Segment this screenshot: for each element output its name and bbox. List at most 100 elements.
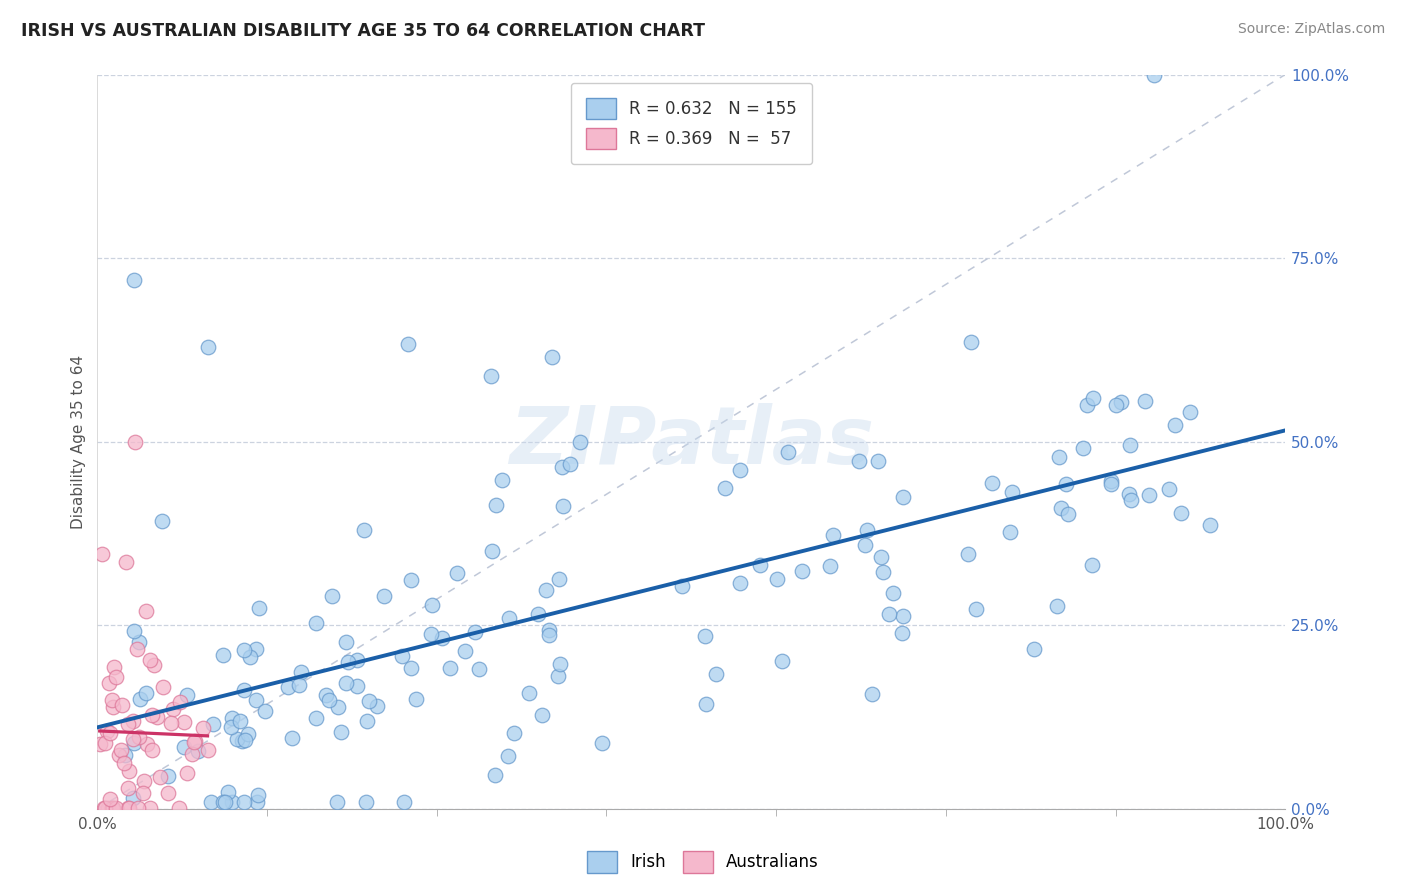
Point [245, 692, 267, 706]
Point [110, 698, 132, 712]
Point [548, 572, 571, 586]
Point [405, 692, 427, 706]
Point [1111, 395, 1133, 409]
Point [354, 795, 377, 809]
Point [117, 801, 139, 815]
Point [91, 547, 114, 561]
Point [149, 770, 172, 784]
Point [221, 711, 243, 725]
Point [468, 662, 491, 676]
Point [553, 500, 575, 514]
Point [330, 725, 353, 739]
Point [247, 788, 270, 802]
Point [232, 795, 254, 809]
Point [108, 747, 131, 762]
Point [202, 717, 225, 731]
Point [1081, 558, 1104, 573]
Point [104, 670, 127, 684]
Point [101, 801, 124, 815]
Point [197, 340, 219, 354]
Point [117, 780, 139, 795]
Point [491, 473, 513, 487]
Point [869, 550, 891, 565]
Point [439, 661, 461, 675]
Point [872, 565, 894, 579]
Point [359, 694, 381, 708]
Point [1046, 599, 1069, 613]
Point [139, 653, 162, 667]
Point [184, 734, 207, 748]
Point [236, 727, 259, 741]
Point [233, 682, 256, 697]
Point [117, 716, 139, 731]
Point [1164, 417, 1187, 432]
Point [101, 801, 124, 815]
Point [176, 688, 198, 702]
Point [693, 629, 716, 643]
Point [868, 453, 890, 467]
Point [1119, 438, 1142, 452]
Point [770, 654, 793, 668]
Point [211, 648, 233, 663]
Point [122, 714, 145, 728]
Point [122, 791, 145, 805]
Point [219, 720, 242, 734]
Point [103, 660, 125, 674]
Point [464, 624, 486, 639]
Point [1071, 441, 1094, 455]
Point [326, 795, 349, 809]
Point [135, 604, 157, 618]
Point [353, 523, 375, 537]
Legend: R = 0.632   N = 155, R = 0.369   N =  57: R = 0.632 N = 155, R = 0.369 N = 57 [571, 83, 811, 164]
Point [122, 273, 145, 287]
Point [143, 657, 166, 672]
Point [157, 785, 180, 799]
Point [498, 611, 520, 625]
Point [856, 523, 879, 537]
Point [1054, 477, 1077, 491]
Point [748, 558, 770, 573]
Point [548, 657, 571, 672]
Point [253, 704, 276, 718]
Point [391, 649, 413, 664]
Point [247, 601, 270, 615]
Point [1170, 506, 1192, 520]
Point [537, 623, 560, 637]
Point [217, 785, 239, 799]
Point [315, 688, 337, 702]
Point [193, 722, 215, 736]
Point [695, 697, 717, 711]
Point [122, 624, 145, 639]
Point [366, 698, 388, 713]
Point [290, 665, 312, 679]
Point [1199, 517, 1222, 532]
Point [173, 740, 195, 755]
Point [503, 726, 526, 740]
Point [538, 627, 561, 641]
Point [132, 786, 155, 800]
Point [1143, 68, 1166, 82]
Point [957, 547, 980, 561]
Point [481, 543, 503, 558]
Point [305, 615, 328, 630]
Point [176, 766, 198, 780]
Point [114, 747, 136, 762]
Point [132, 774, 155, 789]
Point [1057, 508, 1080, 522]
Point [221, 795, 243, 809]
Point [128, 731, 150, 745]
Point [146, 710, 169, 724]
Text: IRISH VS AUSTRALIAN DISABILITY AGE 35 TO 64 CORRELATION CHART: IRISH VS AUSTRALIAN DISABILITY AGE 35 TO… [21, 22, 704, 40]
Point [1022, 642, 1045, 657]
Point [568, 434, 591, 449]
Point [891, 490, 914, 504]
Point [479, 369, 502, 384]
Point [232, 643, 254, 657]
Point [114, 555, 136, 569]
Point [125, 642, 148, 657]
Point [114, 756, 136, 770]
Point [848, 453, 870, 467]
Point [110, 743, 132, 757]
Point [226, 731, 249, 746]
Legend: Irish, Australians: Irish, Australians [581, 845, 825, 880]
